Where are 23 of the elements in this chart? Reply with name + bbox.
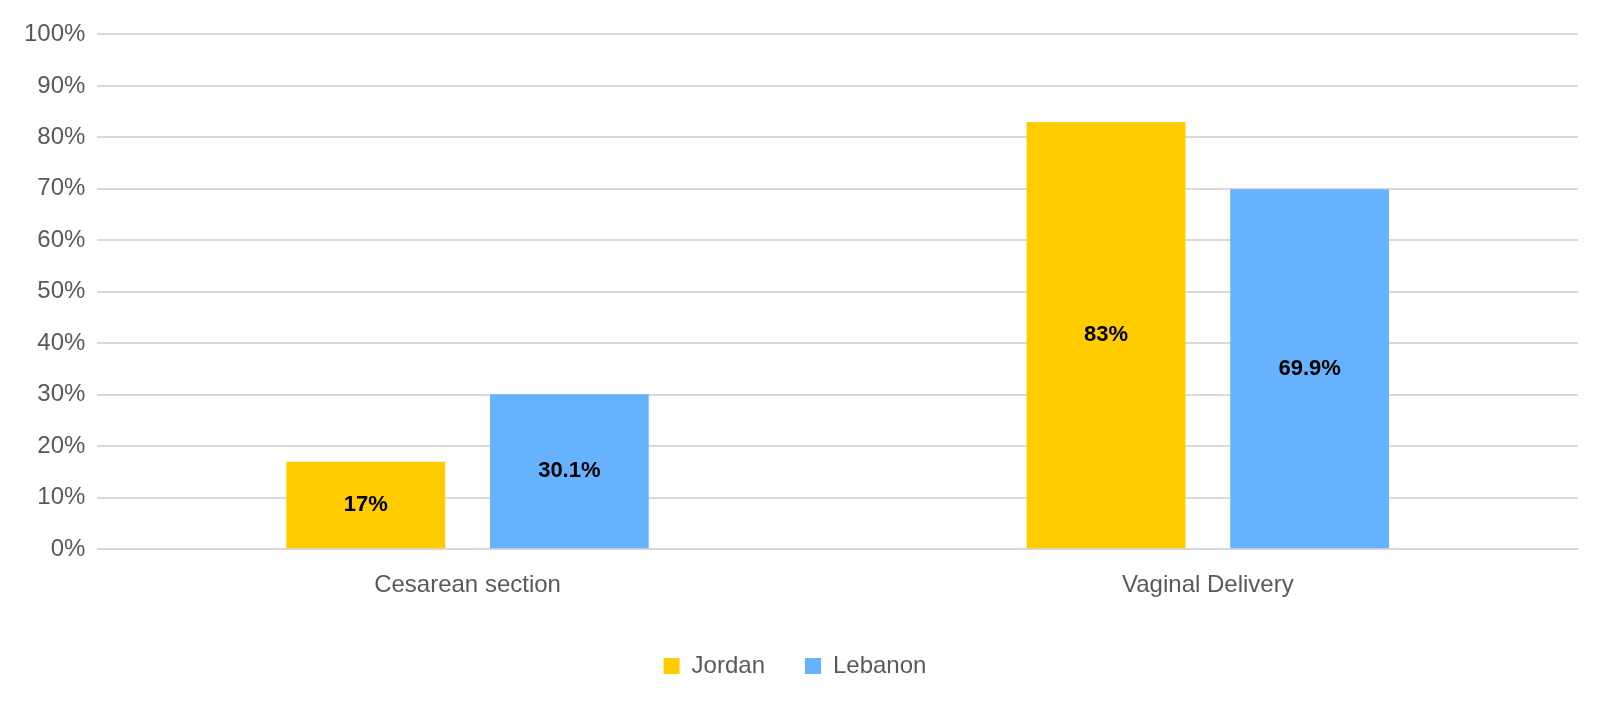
y-tick-label: 70% (37, 173, 86, 201)
y-tick-label: 0% (50, 533, 86, 561)
bar (1230, 189, 1390, 549)
y-tick-label: 90% (37, 70, 86, 98)
legend-label: Lebanon (832, 650, 927, 678)
data-label: 83% (1084, 321, 1129, 347)
y-tick-label: 100% (23, 19, 86, 47)
legend-label: Jordan (691, 650, 765, 678)
bar (1026, 121, 1186, 549)
y-tick-label: 50% (37, 276, 86, 304)
y-tick-label: 30% (37, 379, 86, 407)
data-label: 69.9% (1278, 354, 1341, 380)
x-tick-label: Vaginal Delivery (1122, 570, 1294, 598)
bar (489, 394, 649, 549)
x-tick-label: Cesarean section (374, 570, 561, 598)
y-tick-label: 10% (37, 482, 86, 510)
y-tick-label: 20% (37, 430, 86, 458)
y-tick-label: 80% (37, 121, 86, 149)
y-tick-label: 60% (37, 224, 86, 252)
bar (286, 461, 446, 549)
data-label: 17% (343, 491, 388, 516)
y-tick-label: 40% (37, 327, 86, 355)
data-label: 30.1% (538, 457, 601, 483)
